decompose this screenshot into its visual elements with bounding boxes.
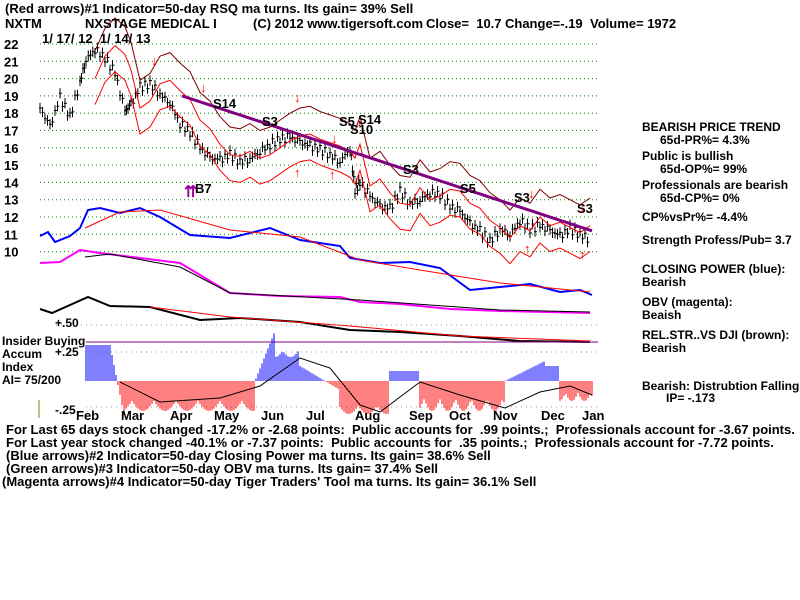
buy-arrow-icon: ↑	[579, 247, 586, 262]
sell-arrow-icon: ↓	[151, 53, 158, 68]
signal-label: S5	[339, 114, 355, 129]
public-title: Public is bullish	[642, 149, 734, 163]
lower-band	[94, 71, 591, 265]
relstr-value: Bearish	[642, 341, 687, 355]
copyright: (C) 2012 www.tigersoft.com	[253, 16, 423, 31]
x-tick-label: Sep	[409, 408, 433, 423]
obv-line	[39, 248, 591, 314]
close-value: Close= 10.7	[426, 16, 502, 31]
y-tick-label: 13	[4, 193, 18, 208]
ip-value: IP= -.173	[666, 391, 716, 405]
signal-label: S5	[460, 181, 476, 196]
signal-label: S14	[358, 112, 382, 127]
y-tick-label: 21	[4, 54, 18, 69]
x-tick-label: Mar	[121, 408, 144, 423]
x-tick-label: Dec	[541, 408, 565, 423]
ticker-symbol: NXTM	[5, 16, 42, 31]
strength-value: Strength Profess/Pub= 3.7	[642, 233, 792, 247]
relstr-label: REL.STR..VS DJI (brown):	[642, 328, 790, 342]
upper-band	[94, 17, 591, 211]
relstr-line	[39, 295, 591, 343]
y-tick-label: 12	[4, 210, 18, 225]
signal-label: S3	[577, 201, 593, 216]
moving-average-line	[181, 94, 593, 233]
cpvspr-value: CP%vsPr%= -4.4%	[642, 210, 748, 224]
magenta-arrow-icon: ⇈	[184, 184, 197, 201]
footer-line-1: For Last 65 days stock changed -17.2% or…	[6, 422, 795, 437]
sell-arrow-icon: ↓	[200, 80, 207, 95]
y-tick-label: 17	[4, 124, 18, 139]
closing-power-value: Bearish	[642, 275, 687, 289]
accum-plus25: +.25	[55, 345, 79, 359]
x-tick-label: Aug	[355, 408, 380, 423]
accum-ma	[119, 357, 593, 413]
trend-title: BEARISH PRICE TREND	[642, 120, 781, 134]
indicator-1-text: (Red arrows)#1 Indicator=50-day RSQ ma t…	[5, 1, 414, 16]
obv-value: Beaish	[642, 308, 682, 322]
signal-label: S3	[514, 190, 530, 205]
accum-title-1: Insider Buying	[2, 334, 86, 348]
signal-label: S14	[213, 96, 237, 111]
x-tick-label: May	[214, 408, 240, 423]
signal-label: S3	[403, 162, 419, 177]
x-tick-label: Jan	[582, 408, 604, 423]
y-tick-label: 11	[4, 227, 18, 242]
cp-value: 65d-CP%= 0%	[660, 191, 740, 205]
sell-arrow-icon: ↓	[528, 186, 535, 201]
accum-minus25: -.25	[55, 403, 76, 417]
y-tick-label: 18	[4, 106, 18, 121]
buy-arrow-icon: ↑	[294, 165, 301, 180]
x-tick-label: Nov	[493, 408, 518, 423]
op-value: 65d-OP%= 99%	[660, 162, 748, 176]
footer-line-5: (Magenta arrows)#4 Indicator=50-day Tige…	[2, 474, 537, 489]
signal-label: S3	[262, 114, 278, 129]
volume-value: Volume= 1972	[590, 16, 677, 31]
sell-arrow-icon: ↓	[294, 90, 301, 105]
x-tick-label: Jun	[261, 408, 284, 423]
buy-arrow-icon: ↑	[524, 241, 531, 256]
signal-label: S10	[350, 122, 373, 137]
y-tick-label: 19	[4, 89, 18, 104]
relstr-ma	[149, 306, 591, 342]
sell-arrow-icon: ↓	[579, 200, 586, 215]
x-tick-label: Apr	[170, 408, 192, 423]
sell-arrow-icon: ↓	[356, 114, 363, 129]
price-bars	[39, 42, 590, 248]
closing-power-label: CLOSING POWER (blue):	[642, 262, 786, 276]
buy-arrow-icon: ↑	[329, 167, 336, 182]
pr-value: 65d-PR%= 4.3%	[660, 133, 750, 147]
x-tick-label: Feb	[76, 408, 99, 423]
x-tick-label: Oct	[449, 408, 471, 423]
obv-ma	[84, 253, 591, 313]
closing-power-line	[39, 206, 593, 296]
company-name: NXSTAGE MEDICAL I	[85, 16, 217, 31]
distribution-text: Bearish: Distrubtion Falling.	[642, 379, 800, 393]
signal-label: B7	[195, 181, 212, 196]
accum-plus50: +.50	[55, 316, 79, 330]
y-tick-label: 10	[4, 245, 18, 260]
sell-arrow-icon: ↓	[331, 131, 338, 146]
date-range: 1/ 17/ 12 1/ 14/ 13	[42, 31, 151, 46]
pro-title: Professionals are bearish	[642, 178, 789, 192]
y-tick-label: 14	[4, 175, 19, 190]
footer-line-3: (Blue arrows)#2 Indicator=50-day Closing…	[6, 448, 491, 463]
x-tick-label: Jul	[306, 408, 325, 423]
middle-band	[94, 45, 591, 239]
obv-label: OBV (magenta):	[642, 295, 733, 309]
footer-line-2: For Last year stock changed -40.1% or -7…	[6, 435, 774, 450]
closing-power-ma	[84, 209, 591, 293]
y-tick-label: 15	[4, 158, 18, 173]
accum-ai-value: AI= 75/200	[2, 373, 62, 387]
accum-title-2: Accum	[2, 347, 43, 361]
accum-title-3: Index	[2, 360, 34, 374]
y-tick-label: 20	[4, 72, 18, 87]
y-tick-label: 22	[4, 37, 18, 52]
y-tick-label: 16	[4, 141, 18, 156]
change-value: Change=-.19	[505, 16, 583, 31]
footer-line-4: (Green arrows)#3 Indicator=50-day OBV ma…	[6, 461, 439, 476]
